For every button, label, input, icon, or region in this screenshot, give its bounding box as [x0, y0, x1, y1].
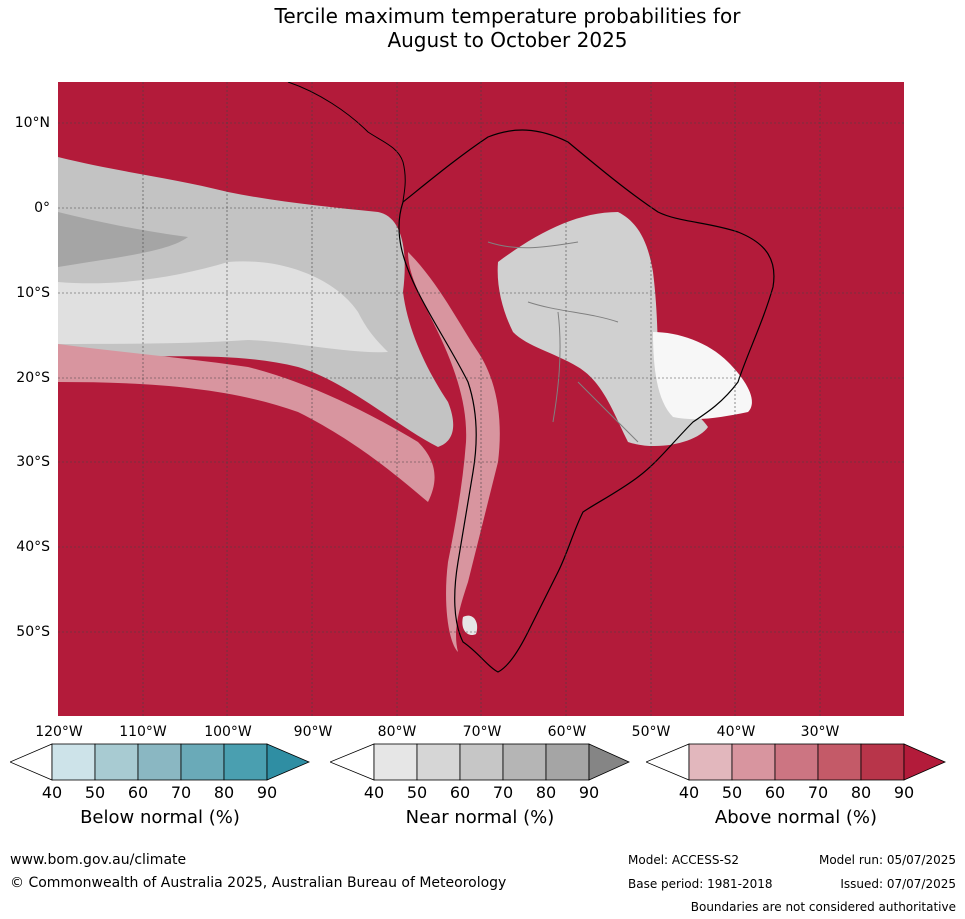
below-swatch-0 [8, 743, 53, 781]
near-swatch-3 [459, 743, 504, 781]
below-tick-70: 70 [170, 783, 192, 802]
lat-label-10n: 10°N [14, 115, 50, 131]
below-tick-50: 50 [84, 783, 106, 802]
map-title-line1: Tercile maximum temperature probabilitie… [274, 4, 741, 28]
issued-date: Issued: 07/07/2025 [840, 877, 956, 891]
pacific-light-band [58, 261, 388, 353]
colorbar-near-normal-swatches [328, 743, 630, 781]
below-tick-60: 60 [127, 783, 149, 802]
above-swatch-2 [731, 743, 776, 781]
near-tick-80: 80 [535, 783, 557, 802]
colorbar-near-normal [328, 742, 630, 786]
near-swatch-6 [588, 743, 630, 781]
below-swatch-2 [94, 743, 139, 781]
south-america-near-normal [497, 212, 708, 447]
below-swatch-1 [51, 743, 96, 781]
near-swatch-5 [545, 743, 590, 781]
colorbar-above-normal-swatches [644, 743, 946, 781]
lat-label-50s: 50°S [16, 624, 50, 640]
near-swatch-0 [328, 743, 375, 781]
above-tick-60: 60 [764, 783, 786, 802]
map-title: Tercile maximum temperature probabilitie… [0, 4, 965, 52]
lon-label-110w: 110°W [119, 724, 167, 740]
below-tick-90: 90 [256, 783, 278, 802]
south-america-coastline [398, 129, 775, 673]
lon-label-60w: 60°W [547, 724, 587, 740]
above-swatch-0 [644, 743, 690, 781]
near-swatch-1 [373, 743, 418, 781]
model-name: Model: ACCESS-S2 [628, 853, 740, 867]
brazil-white-core [653, 332, 752, 420]
map-canvas [58, 82, 904, 716]
above-swatch-6 [903, 743, 946, 781]
pacific-near-normal-dark [58, 212, 188, 267]
lat-label-20s: 20°S [16, 370, 50, 386]
lon-label-100w: 100°W [204, 724, 252, 740]
colorbar-below-normal [8, 742, 311, 786]
base-period: Base period: 1981-2018 [628, 877, 773, 891]
colorbar-above-normal-title: Above normal (%) [714, 807, 878, 828]
above-tick-90: 90 [893, 783, 915, 802]
near-tick-60: 60 [449, 783, 471, 802]
pacific-pink-band [58, 344, 435, 502]
boundaries-disclaimer: Boundaries are not considered authoritat… [690, 900, 956, 914]
lon-label-30w: 30°W [800, 724, 840, 740]
lon-label-70w: 70°W [462, 724, 502, 740]
near-tick-50: 50 [406, 783, 428, 802]
probability-map [58, 82, 904, 716]
copyright-text: © Commonwealth of Australia 2025, Austra… [10, 875, 507, 891]
near-swatch-4 [502, 743, 547, 781]
lat-label-40s: 40°S [16, 539, 50, 555]
lon-label-40w: 40°W [716, 724, 756, 740]
colorbar-below-normal-swatches [8, 743, 311, 781]
below-swatch-5 [223, 743, 268, 781]
lat-label-0: 0° [34, 200, 50, 216]
above-tick-70: 70 [807, 783, 829, 802]
near-tick-40: 40 [363, 783, 385, 802]
below-tick-40: 40 [41, 783, 63, 802]
graticule [58, 82, 904, 716]
below-tick-80: 80 [213, 783, 235, 802]
lon-label-50w: 50°W [631, 724, 671, 740]
colorbar-below-normal-title: Below normal (%) [80, 807, 240, 828]
colorbar-above-normal [644, 742, 946, 786]
above-tick-40: 40 [678, 783, 700, 802]
lon-label-80w: 80°W [377, 724, 417, 740]
below-swatch-6 [266, 743, 311, 781]
above-swatch-1 [688, 743, 733, 781]
above-swatch-3 [774, 743, 819, 781]
above-tick-50: 50 [721, 783, 743, 802]
lat-label-30s: 30°S [16, 454, 50, 470]
near-swatch-2 [416, 743, 461, 781]
below-swatch-3 [137, 743, 182, 781]
colorbar-near-normal-title: Near normal (%) [405, 807, 555, 828]
lon-label-120w: 120°W [35, 724, 83, 740]
lat-label-10s: 10°S [16, 285, 50, 301]
patagonia-light-spot [462, 615, 478, 636]
above-swatch-5 [860, 743, 905, 781]
central-america-coastline [287, 82, 406, 203]
below-swatch-4 [180, 743, 225, 781]
above-tick-80: 80 [850, 783, 872, 802]
near-tick-90: 90 [578, 783, 600, 802]
near-tick-70: 70 [492, 783, 514, 802]
andes-pink-ridge [408, 252, 500, 652]
bom-climate-link[interactable]: www.bom.gov.au/climate [10, 852, 187, 868]
model-run-date: Model run: 05/07/2025 [818, 853, 956, 867]
map-title-line2: August to October 2025 [387, 28, 628, 52]
lon-label-90w: 90°W [293, 724, 333, 740]
above-swatch-4 [817, 743, 862, 781]
country-borders [487, 241, 639, 443]
